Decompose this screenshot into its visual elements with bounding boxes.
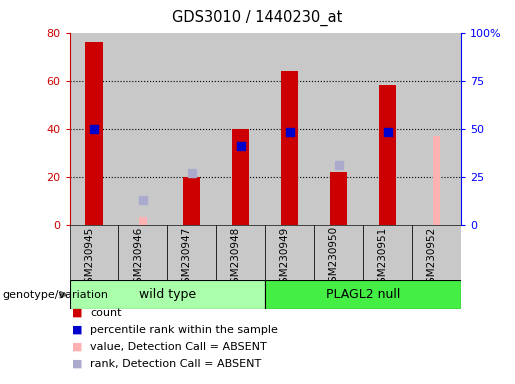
Bar <box>433 136 440 225</box>
Point <box>285 129 294 136</box>
Text: wild type: wild type <box>139 288 196 301</box>
Point <box>335 162 343 168</box>
Bar <box>379 86 396 225</box>
Bar <box>412 33 461 225</box>
Text: rank, Detection Call = ABSENT: rank, Detection Call = ABSENT <box>90 359 262 369</box>
Bar <box>265 280 461 309</box>
Point <box>90 126 98 132</box>
Point <box>187 170 196 176</box>
Bar <box>314 225 363 280</box>
Bar <box>167 33 216 225</box>
Text: GSM230947: GSM230947 <box>182 226 192 290</box>
Text: PLAGL2 null: PLAGL2 null <box>326 288 400 301</box>
Bar <box>265 225 314 280</box>
Bar <box>183 177 200 225</box>
Bar <box>139 217 147 225</box>
Bar <box>70 225 118 280</box>
Text: GSM230948: GSM230948 <box>231 226 241 290</box>
Text: ■: ■ <box>72 359 82 369</box>
Text: GDS3010 / 1440230_at: GDS3010 / 1440230_at <box>173 10 342 26</box>
Text: value, Detection Call = ABSENT: value, Detection Call = ABSENT <box>90 342 267 352</box>
Bar <box>330 172 347 225</box>
Text: GSM230952: GSM230952 <box>426 226 436 290</box>
Text: ■: ■ <box>72 325 82 335</box>
Text: GSM230951: GSM230951 <box>377 226 387 290</box>
Text: ■: ■ <box>72 308 82 318</box>
Bar <box>70 280 265 309</box>
Bar <box>232 129 249 225</box>
Bar <box>216 33 265 225</box>
Bar <box>118 33 167 225</box>
Text: GSM230949: GSM230949 <box>280 226 289 290</box>
Text: GSM230950: GSM230950 <box>329 226 339 290</box>
Bar <box>85 42 102 225</box>
Bar <box>167 225 216 280</box>
Point <box>383 129 391 136</box>
Text: percentile rank within the sample: percentile rank within the sample <box>90 325 278 335</box>
Bar <box>412 225 461 280</box>
Text: genotype/variation: genotype/variation <box>3 290 109 300</box>
Bar <box>118 225 167 280</box>
Text: GSM230945: GSM230945 <box>84 226 94 290</box>
Bar <box>363 225 412 280</box>
Text: count: count <box>90 308 122 318</box>
Text: ■: ■ <box>72 342 82 352</box>
Bar <box>265 33 314 225</box>
Point <box>236 143 245 149</box>
Point <box>139 197 147 203</box>
Bar <box>281 71 298 225</box>
Bar <box>314 33 363 225</box>
Bar <box>70 33 118 225</box>
Text: GSM230946: GSM230946 <box>133 226 143 290</box>
Bar <box>363 33 412 225</box>
Bar <box>216 225 265 280</box>
